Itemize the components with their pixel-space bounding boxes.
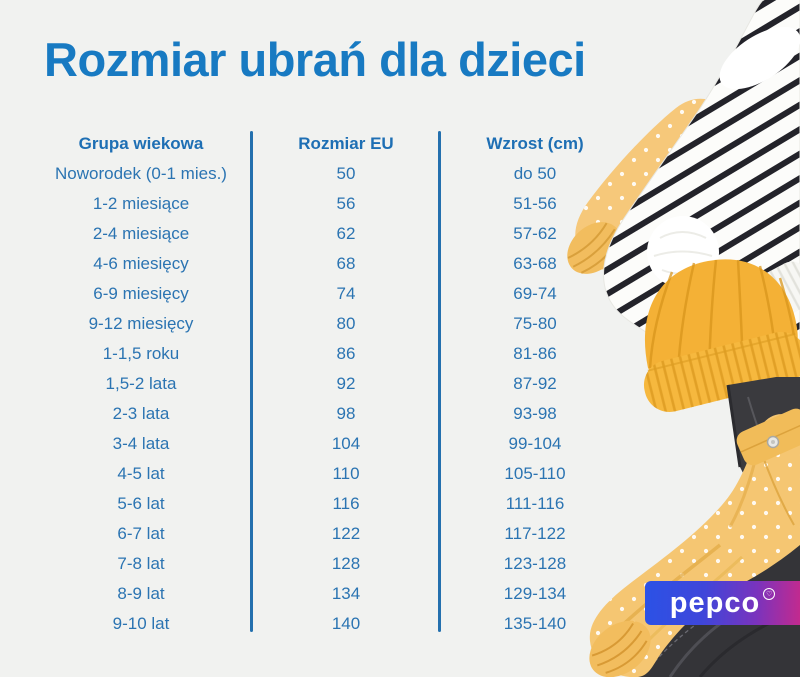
height-cell: 93-98: [513, 403, 557, 423]
height-cell: 81-86: [513, 343, 557, 363]
eu-size-cell: 74: [336, 283, 356, 303]
height-cell: do 50: [513, 163, 557, 183]
column-header-height: Wzrost (cm): [486, 133, 584, 153]
height-cell: 105-110: [504, 463, 566, 483]
page-title: Rozmiar ubrań dla dzieci: [44, 33, 586, 86]
age-group-cell: 3-4 lata: [112, 433, 170, 453]
table-row: 2-3 lata 98 93-98: [30, 398, 630, 428]
height-cell: 111-116: [505, 493, 565, 513]
height-cell: 75-80: [513, 313, 557, 333]
clothing-photo-top: [567, 0, 800, 412]
eu-size-cell: 128: [331, 553, 361, 573]
height-cell: 117-122: [504, 523, 566, 543]
age-group-cell: 6-7 lat: [117, 523, 165, 543]
age-group-cell: 6-9 miesięcy: [93, 283, 189, 303]
size-table: Grupa wiekowa Rozmiar EU Wzrost (cm) Now…: [30, 128, 630, 638]
height-cell: 99-104: [508, 433, 562, 453]
table-header-row: Grupa wiekowa Rozmiar EU Wzrost (cm): [30, 128, 630, 158]
height-cell: 69-74: [513, 283, 557, 303]
age-group-cell: 1-2 miesiące: [92, 193, 190, 213]
table-row: 4-5 lat 110 105-110: [30, 458, 630, 488]
table-row: 7-8 lat 128 123-128: [30, 548, 630, 578]
column-header-eu-size: Rozmiar EU: [298, 133, 394, 153]
table-row: 5-6 lat 116 111-116: [30, 488, 630, 518]
eu-size-cell: 134: [331, 583, 361, 603]
sweater-collar: [719, 26, 800, 90]
age-group-cell: 2-4 miesiące: [92, 223, 190, 243]
column-divider: [438, 131, 441, 632]
table-row: 3-4 lata 104 99-104: [30, 428, 630, 458]
eu-size-cell: 68: [336, 253, 356, 273]
eu-size-cell: 92: [336, 373, 356, 393]
age-group-cell: Noworodek (0-1 mies.): [55, 163, 227, 183]
pepco-logo: pepco ♡: [645, 581, 800, 625]
snap-button: [766, 435, 780, 449]
eu-size-cell: 104: [331, 433, 361, 453]
age-group-cell: 1-1,5 roku: [102, 343, 180, 363]
table-row: 4-6 miesięcy 68 63-68: [30, 248, 630, 278]
age-group-cell: 8-9 lat: [117, 583, 165, 603]
table-row: 9-10 lat 140 135-140: [30, 608, 630, 638]
table-row: Noworodek (0-1 mies.) 50 do 50: [30, 158, 630, 188]
table-row: 6-7 lat 122 117-122: [30, 518, 630, 548]
age-group-cell: 4-6 miesięcy: [93, 253, 189, 273]
height-cell: 63-68: [513, 253, 557, 273]
height-cell: 87-92: [513, 373, 557, 393]
jacket-cuff: [589, 620, 651, 677]
age-group-cell: 4-5 lat: [117, 463, 165, 483]
eu-size-cell: 86: [336, 343, 356, 363]
table-row: 2-4 miesiące 62 57-62: [30, 218, 630, 248]
age-group-cell: 9-10 lat: [112, 613, 170, 633]
table-row: 1-2 miesiące 56 51-56: [30, 188, 630, 218]
pepco-logo-text: pepco: [669, 586, 761, 619]
column-divider: [250, 131, 253, 632]
column-header-age-group: Grupa wiekowa: [78, 133, 204, 153]
table-row: 9-12 miesięcy 80 75-80: [30, 308, 630, 338]
eu-size-cell: 122: [331, 523, 361, 543]
age-group-cell: 1,5-2 lata: [105, 373, 177, 393]
height-cell: 135-140: [503, 613, 567, 633]
beanie: [643, 216, 800, 412]
clothing-photo-bottom: [589, 377, 800, 677]
height-cell: 123-128: [503, 553, 567, 573]
eu-size-cell: 98: [336, 403, 356, 423]
eu-size-cell: 56: [336, 193, 356, 213]
beanie-brim: [643, 331, 800, 412]
eu-size-cell: 116: [332, 493, 360, 513]
table-row: 8-9 lat 134 129-134: [30, 578, 630, 608]
height-cell: 57-62: [513, 223, 557, 243]
eu-size-cell: 110: [332, 463, 360, 483]
age-group-cell: 9-12 miesięcy: [88, 313, 194, 333]
age-group-cell: 7-8 lat: [117, 553, 165, 573]
heart-in-circle-icon: ♡: [763, 588, 776, 600]
yellow-jacket: [589, 408, 800, 677]
eu-size-cell: 50: [336, 163, 356, 183]
table-row: 1,5-2 lata 92 87-92: [30, 368, 630, 398]
height-cell: 51-56: [513, 193, 557, 213]
eu-size-cell: 80: [336, 313, 356, 333]
age-group-cell: 2-3 lata: [112, 403, 170, 423]
table-row: 1-1,5 roku 86 81-86: [30, 338, 630, 368]
eu-size-cell: 140: [331, 613, 361, 633]
size-table-body: Noworodek (0-1 mies.) 50 do 50 1-2 miesiące…: [30, 158, 630, 638]
age-group-cell: 5-6 lat: [117, 493, 165, 513]
height-cell: 129-134: [503, 583, 567, 603]
eu-size-cell: 62: [336, 223, 356, 243]
table-row: 6-9 miesięcy 74 69-74: [30, 278, 630, 308]
